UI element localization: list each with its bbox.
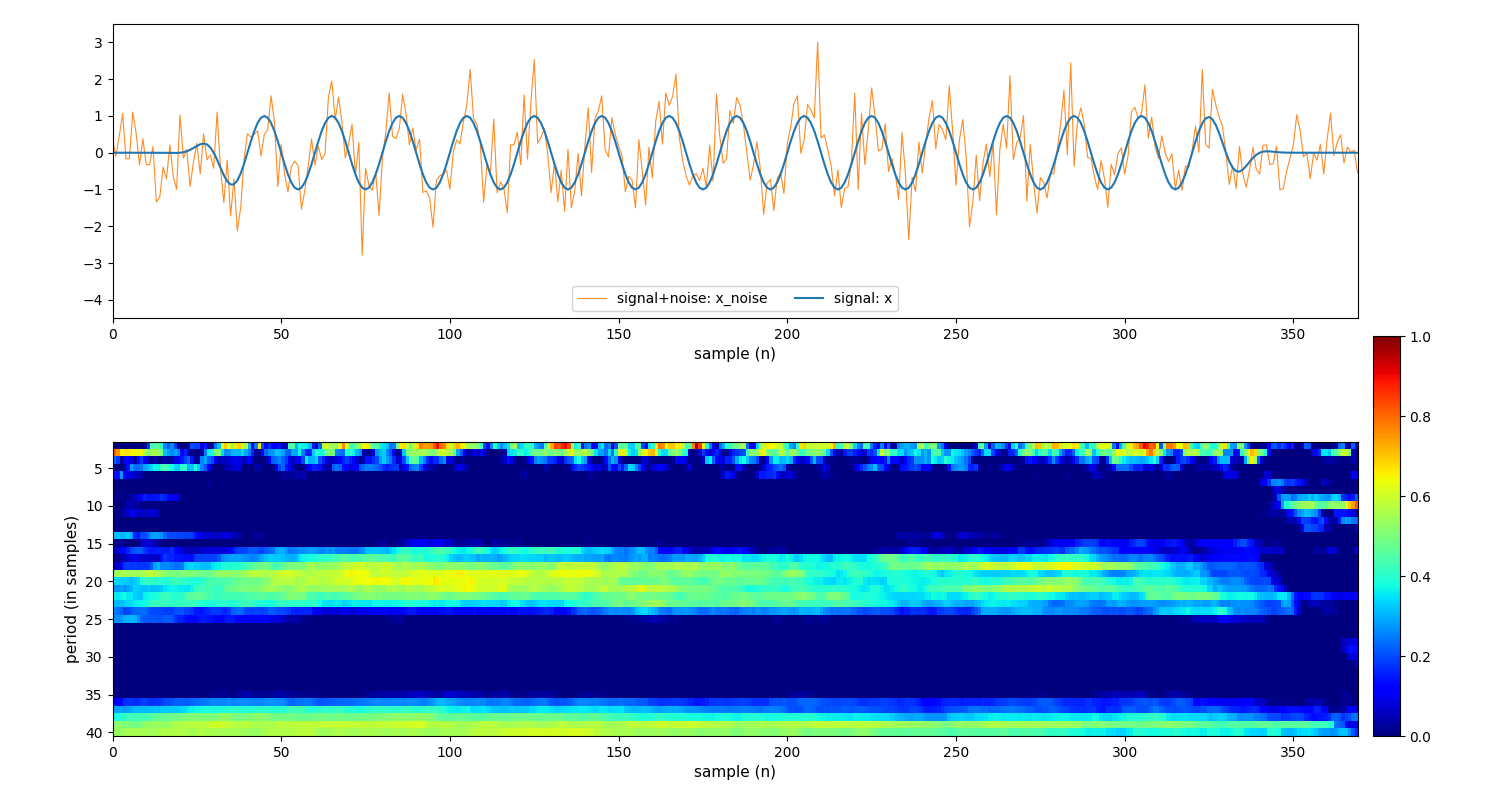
signal: x: (305, 1): x: (305, 1) (1132, 111, 1150, 121)
signal: x: (55, -1): x: (55, -1) (290, 185, 308, 194)
Y-axis label: period (in samples): period (in samples) (64, 515, 80, 663)
signal+noise: x_noise: (64, 1.52): x_noise: (64, 1.52) (320, 92, 338, 102)
signal: x: (271, -0.309): x: (271, -0.309) (1019, 159, 1036, 169)
signal+noise: x_noise: (209, 3.01): x_noise: (209, 3.01) (808, 38, 826, 47)
signal: x: (0, 0): x: (0, 0) (104, 148, 122, 158)
signal+noise: x_noise: (305, 1.08): x_noise: (305, 1.08) (1132, 108, 1150, 118)
signal+noise: x_noise: (149, 0.517): x_noise: (149, 0.517) (606, 129, 624, 138)
signal: x: (150, 5.39e-15): x: (150, 5.39e-15) (609, 148, 627, 158)
signal+noise: x_noise: (74, -2.78): x_noise: (74, -2.78) (352, 250, 370, 260)
signal: x: (323, 0.8): x: (323, 0.8) (1194, 118, 1212, 128)
X-axis label: sample (n): sample (n) (694, 766, 776, 780)
signal: x: (66, 0.951): x: (66, 0.951) (326, 113, 344, 122)
Line: signal+noise: x_noise: signal+noise: x_noise (112, 42, 1358, 255)
signal+noise: x_noise: (323, 2.27): x_noise: (323, 2.27) (1194, 65, 1212, 74)
X-axis label: sample (n): sample (n) (694, 347, 776, 362)
signal+noise: x_noise: (271, -1.31): x_noise: (271, -1.31) (1019, 196, 1036, 206)
signal: x: (65, 1): x: (65, 1) (322, 111, 340, 121)
signal+noise: x_noise: (145, 1.55): x_noise: (145, 1.55) (592, 91, 610, 101)
Line: signal: x: signal: x (112, 116, 1358, 190)
signal: x: (146, 0.951): x: (146, 0.951) (596, 113, 613, 122)
signal+noise: x_noise: (369, -0.541): x_noise: (369, -0.541) (1348, 168, 1366, 178)
signal+noise: x_noise: (0, 0.348): x_noise: (0, 0.348) (104, 135, 122, 145)
signal: x: (369, 0): x: (369, 0) (1348, 148, 1366, 158)
Legend: signal+noise: x_noise, signal: x: signal+noise: x_noise, signal: x (572, 286, 898, 311)
